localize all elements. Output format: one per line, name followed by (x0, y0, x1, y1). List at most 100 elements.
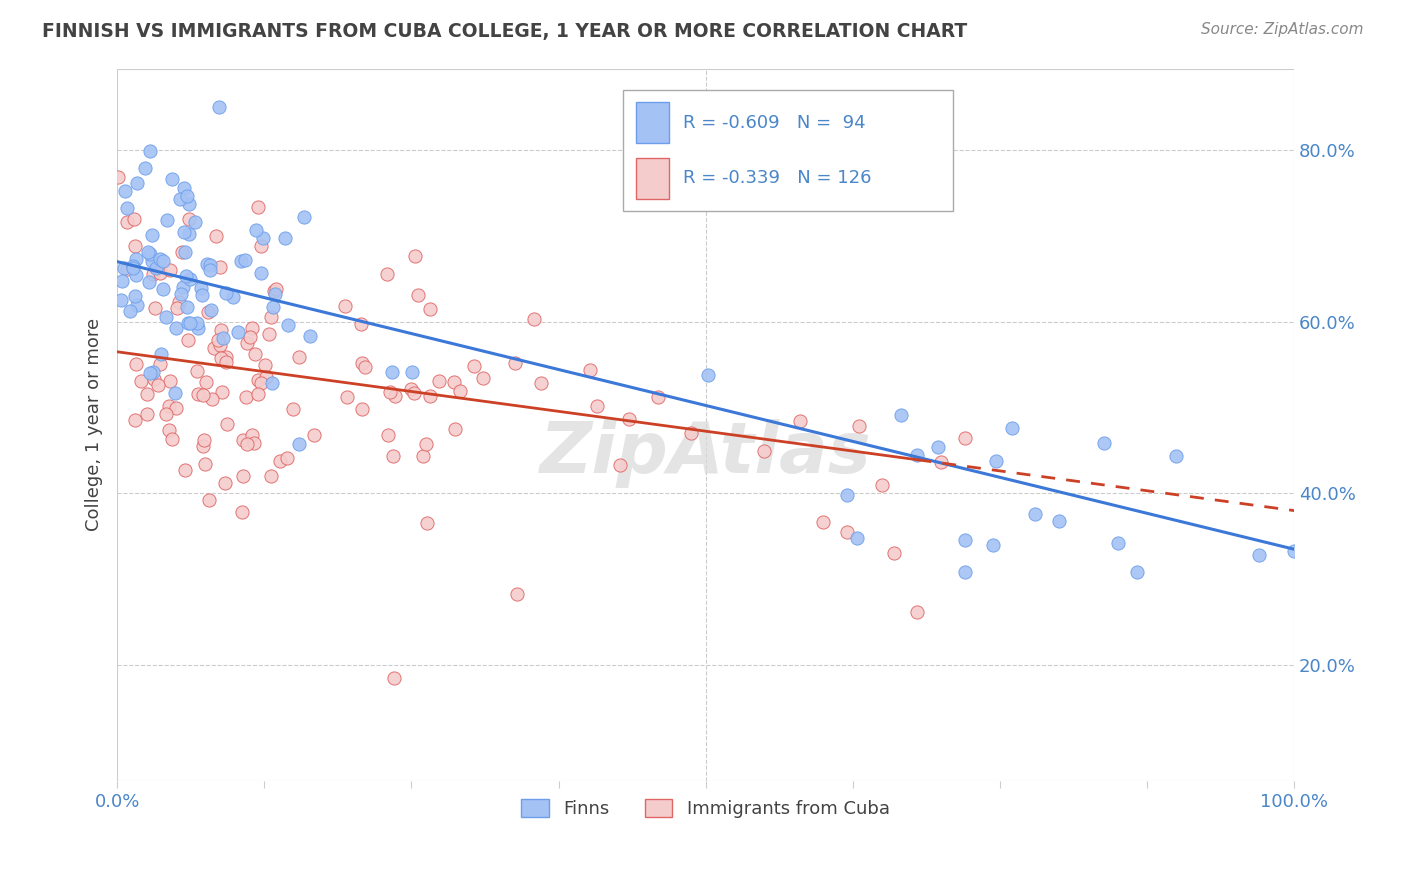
Point (191, 288, 214, 302)
Point (177, 227, 200, 242)
Point (172, 280, 194, 294)
Point (150, 346, 173, 360)
Point (142, 267, 165, 281)
Point (927, 440, 949, 454)
Point (384, 389, 406, 403)
Point (112, 260, 135, 275)
Point (381, 365, 404, 379)
Point (152, 254, 174, 268)
Point (350, 317, 373, 331)
Point (200, 258, 222, 272)
Point (870, 478, 893, 492)
Point (404, 249, 426, 263)
Point (173, 245, 195, 260)
Point (247, 373, 270, 387)
Point (187, 386, 209, 401)
Point (236, 335, 259, 350)
Point (201, 392, 224, 406)
Point (127, 298, 149, 312)
Point (254, 358, 277, 372)
Legend: Finns, Immigrants from Cuba: Finns, Immigrants from Cuba (515, 791, 897, 825)
Point (232, 469, 254, 483)
Point (257, 326, 280, 341)
Point (197, 305, 219, 319)
Point (273, 230, 295, 244)
Point (377, 428, 399, 442)
Point (262, 300, 284, 314)
Point (195, 256, 218, 270)
Point (124, 239, 146, 253)
Point (247, 200, 270, 214)
Point (145, 260, 167, 275)
Point (127, 176, 149, 190)
Point (231, 254, 253, 268)
Point (149, 252, 172, 267)
Point (149, 357, 172, 371)
Point (198, 492, 221, 507)
Point (953, 565, 976, 579)
Point (207, 333, 229, 347)
Point (260, 468, 283, 483)
Point (202, 341, 225, 355)
Point (139, 145, 162, 159)
Point (174, 269, 197, 284)
Point (136, 408, 159, 422)
Point (139, 246, 162, 260)
Point (165, 320, 187, 334)
Point (1092, 436, 1115, 450)
Point (269, 454, 291, 468)
Point (174, 463, 197, 477)
Point (134, 161, 156, 175)
Point (177, 197, 200, 211)
Point (1126, 565, 1149, 579)
Point (107, 170, 129, 185)
Point (115, 202, 138, 216)
Point (249, 239, 271, 253)
Point (193, 439, 215, 453)
Point (235, 390, 257, 404)
Point (848, 419, 870, 434)
Point (208, 100, 231, 114)
Point (354, 360, 377, 375)
Point (115, 261, 138, 276)
Point (228, 325, 250, 339)
Point (281, 401, 304, 416)
Point (208, 260, 231, 274)
Point (416, 516, 439, 530)
Point (208, 338, 231, 352)
Point (169, 192, 191, 206)
Point (953, 533, 976, 548)
Point (170, 287, 193, 301)
Point (242, 321, 264, 335)
Point (586, 399, 609, 413)
Point (159, 263, 181, 277)
Point (463, 359, 485, 374)
Text: FINNISH VS IMMIGRANTS FROM CUBA COLLEGE, 1 YEAR OR MORE CORRELATION CHART: FINNISH VS IMMIGRANTS FROM CUBA COLLEGE,… (42, 22, 967, 41)
Point (505, 356, 527, 370)
Point (198, 263, 221, 277)
Point (415, 437, 437, 451)
Point (288, 437, 311, 451)
Point (157, 423, 180, 437)
Point (187, 320, 209, 334)
Point (142, 366, 165, 380)
Point (953, 431, 976, 445)
Point (263, 284, 285, 298)
Point (245, 223, 267, 237)
Point (184, 215, 207, 229)
Point (179, 272, 201, 286)
Point (124, 412, 146, 426)
Point (907, 605, 929, 619)
Point (125, 268, 148, 282)
Point (143, 301, 166, 315)
Point (124, 289, 146, 303)
Point (264, 282, 287, 296)
Point (260, 376, 283, 390)
Point (883, 545, 905, 559)
Point (177, 212, 200, 227)
Point (212, 331, 235, 345)
Point (186, 364, 208, 378)
Point (277, 318, 299, 333)
Point (233, 253, 256, 268)
Point (156, 212, 179, 227)
